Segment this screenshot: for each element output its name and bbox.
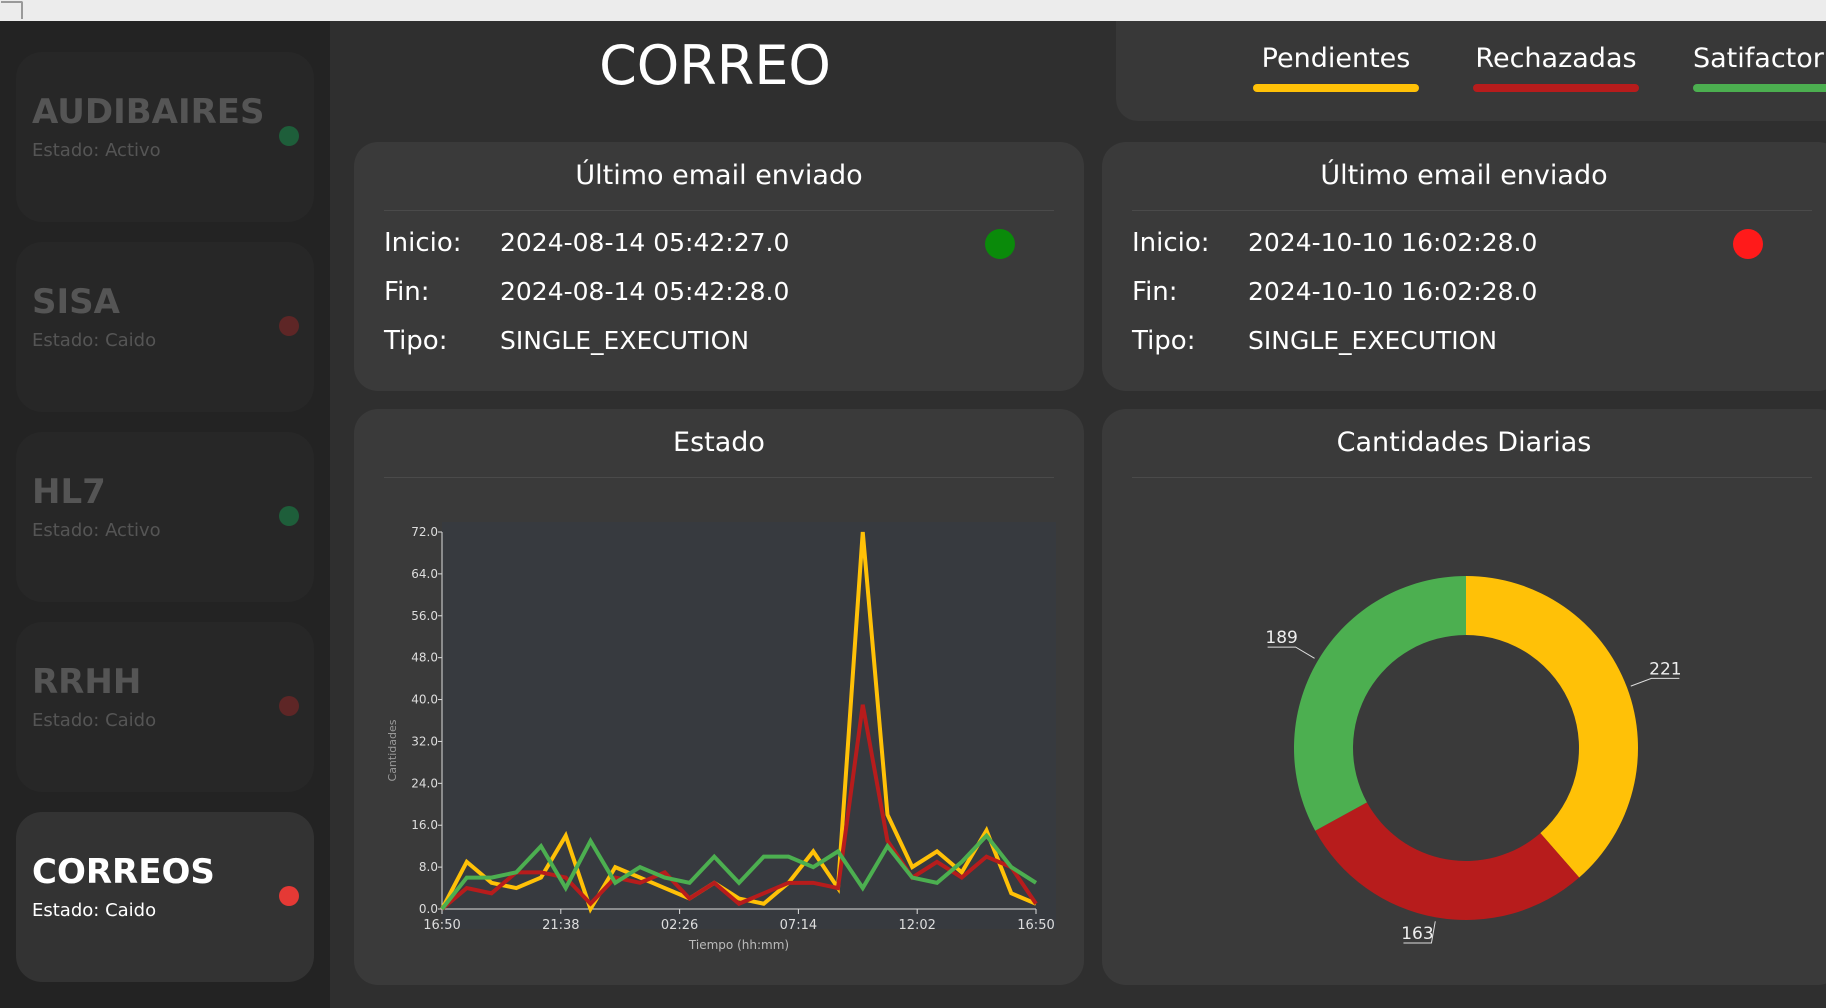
cast-icon: [1, 1, 23, 19]
tipo-value: SINGLE_EXECUTION: [500, 326, 750, 355]
y-tick-label: 64.0: [411, 567, 438, 581]
x-tick-label: 16:50: [1017, 918, 1054, 933]
service-name: SISA: [32, 282, 120, 322]
tipo-label: Tipo:: [1132, 326, 1196, 356]
y-tick-label: 24.0: [411, 776, 438, 790]
slice-label: 221: [1649, 659, 1681, 679]
inicio-label: Inicio:: [384, 228, 462, 258]
y-tick-label: 56.0: [411, 609, 438, 623]
tipo-value: SINGLE_EXECUTION: [1248, 326, 1498, 355]
chart-title: Estado: [673, 427, 765, 458]
tab-label: Satifactorias: [1693, 43, 1826, 74]
donut-chart: 221 163 189: [1265, 576, 1682, 944]
slice-label: 163: [1401, 924, 1433, 944]
service-name: RRHH: [32, 662, 142, 702]
sidebar-item-sisa[interactable]: SISA Estado: Caido: [16, 242, 314, 412]
donut-slice: [1466, 576, 1638, 878]
fin-row: Fin: 2024-08-14 05:42:28.0: [384, 277, 789, 307]
tab-underline: [1253, 84, 1419, 92]
y-axis-label: Cantidades: [386, 719, 399, 781]
chart-title: Cantidades Diarias: [1336, 427, 1592, 458]
x-tick-label: 21:38: [542, 918, 579, 933]
slice-leader-line: [1267, 646, 1315, 659]
sidebar-item-hl7[interactable]: HL7 Estado: Activo: [16, 432, 314, 602]
x-tick-label: 07:14: [780, 918, 817, 933]
tab-pendientes[interactable]: Pendientes: [1253, 43, 1419, 92]
tab-underline: [1693, 84, 1826, 92]
inicio-value: 2024-08-14 05:42:27.0: [500, 228, 790, 257]
sidebar-item-rrhh[interactable]: RRHH Estado: Caido: [16, 622, 314, 792]
fin-label: Fin:: [1132, 277, 1178, 307]
service-status: Estado: Activo: [32, 140, 161, 161]
service-name: HL7: [32, 472, 106, 512]
status-dot: [279, 886, 299, 906]
y-tick-label: 72.0: [411, 525, 438, 539]
service-status: Estado: Caido: [32, 330, 157, 351]
donut-slice: [1315, 802, 1580, 920]
inicio-label: Inicio:: [1132, 228, 1210, 258]
donut-slice: [1294, 576, 1466, 831]
inicio-value: 2024-10-10 16:02:28.0: [1248, 228, 1538, 257]
page-title: CORREO: [599, 34, 831, 97]
y-tick-label: 32.0: [411, 734, 438, 748]
tipo-label: Tipo:: [384, 326, 448, 356]
divider: [1132, 477, 1812, 478]
sidebar-item-audibaires[interactable]: AUDIBAIRES Estado: Activo: [16, 52, 314, 222]
y-tick-label: 40.0: [411, 693, 438, 707]
y-tick-label: 16.0: [411, 818, 438, 832]
tab-label: Rechazadas: [1475, 43, 1637, 74]
cantidades-chart-card: Cantidades Diarias: [1102, 409, 1826, 985]
tabs-panel: Pendientes Rechazadas Satifactorias: [1116, 21, 1826, 121]
status-dot: [279, 316, 299, 336]
inicio-row: Inicio: 2024-10-10 16:02:28.0: [1132, 228, 1537, 258]
status-dot: [1733, 229, 1763, 259]
status-dot: [279, 126, 299, 146]
x-tick-label: 12:02: [898, 918, 935, 933]
card-title: Último email enviado: [575, 160, 863, 191]
tab-rechazadas[interactable]: Rechazadas: [1473, 43, 1639, 92]
slice-label: 189: [1265, 628, 1297, 648]
tipo-row: Tipo: SINGLE_EXECUTION: [1132, 326, 1497, 356]
service-status: Estado: Caido: [32, 900, 157, 921]
line-chart: 0.0 8.0 16.0 24.0 32.0 40.0 48.0 56.0 64.0 72.0 16…: [386, 522, 1056, 952]
fin-value: 2024-10-10 16:02:28.0: [1248, 277, 1538, 306]
fin-row: Fin: 2024-10-10 16:02:28.0: [1132, 277, 1537, 307]
y-tick-label: 0.0: [419, 902, 438, 916]
card-title: Último email enviado: [1320, 160, 1608, 191]
tipo-row: Tipo: SINGLE_EXECUTION: [384, 326, 749, 356]
y-tick-label: 8.0: [419, 860, 438, 874]
sidebar-item-correos[interactable]: CORREOS Estado: Caido: [16, 812, 314, 982]
fin-value: 2024-08-14 05:42:28.0: [500, 277, 790, 306]
slice-leader-line: [1403, 921, 1436, 944]
last-email-card-2: Último email enviado Inicio: 2024-10-10 1…: [1102, 142, 1826, 391]
status-dot: [279, 696, 299, 716]
tab-underline: [1473, 84, 1639, 92]
status-dot: [279, 506, 299, 526]
service-name: AUDIBAIRES: [32, 92, 265, 132]
inicio-row: Inicio: 2024-08-14 05:42:27.0: [384, 228, 789, 258]
service-status: Estado: Caido: [32, 710, 157, 731]
fin-label: Fin:: [384, 277, 430, 307]
x-tick-label: 02:26: [661, 918, 698, 933]
slice-leader-line: [1630, 677, 1680, 687]
window-topbar: [0, 0, 1826, 21]
sidebar: AUDIBAIRES Estado: Activo SISA Estado: C…: [0, 21, 330, 1008]
status-dot: [985, 229, 1015, 259]
service-status: Estado: Activo: [32, 520, 161, 541]
tab-label: Pendientes: [1261, 43, 1411, 74]
last-email-card-1: Último email enviado Inicio: 2024-08-14 0…: [354, 142, 1084, 391]
divider: [384, 210, 1054, 211]
x-axis-label: Tiempo (hh:mm): [688, 938, 789, 952]
divider: [384, 477, 1054, 478]
y-tick-label: 48.0: [411, 651, 438, 665]
service-name: CORREOS: [32, 852, 215, 892]
plot-background: [442, 522, 1056, 929]
tab-satisfactorias[interactable]: Satifactorias: [1693, 43, 1826, 92]
x-tick-label: 16:50: [423, 918, 460, 933]
divider: [1132, 210, 1812, 211]
